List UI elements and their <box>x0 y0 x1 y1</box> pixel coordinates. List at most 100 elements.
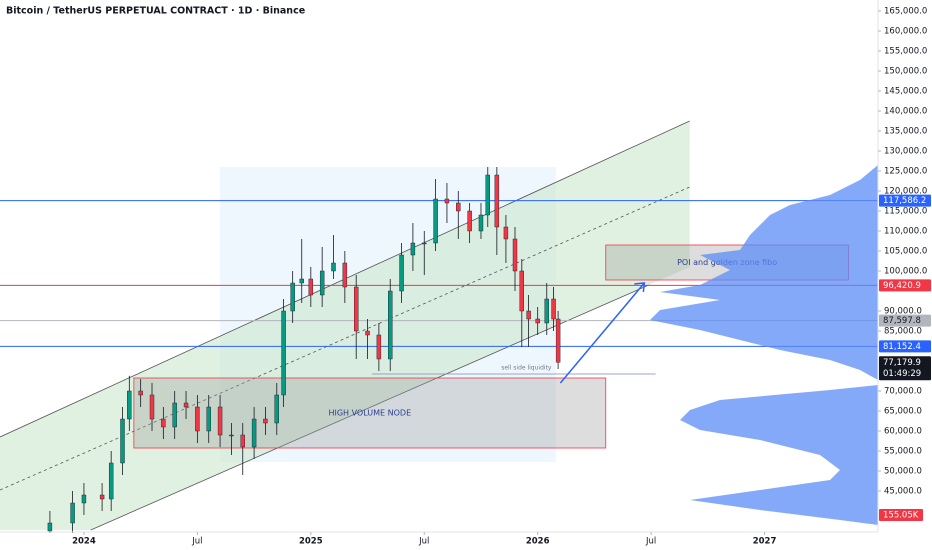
x-tick-label: Jul <box>645 537 656 547</box>
y-tick-label: 145,000.0 <box>884 87 927 97</box>
candle-body <box>444 198 450 204</box>
y-tick-label: 100,000.0 <box>884 267 927 277</box>
arrow <box>559 282 645 384</box>
candle-body <box>99 494 105 500</box>
price-badge-label: 87,597.8 <box>883 316 921 326</box>
candle-body <box>251 418 257 448</box>
candle-body <box>512 238 518 272</box>
zone-label: HIGH VOLUME NODE <box>328 409 411 418</box>
last-price-label: 77,179.9 <box>883 358 921 368</box>
y-tick-label: 165,000.0 <box>884 7 927 17</box>
y-tick-label: 125,000.0 <box>884 167 927 177</box>
y-tick-label: 140,000.0 <box>884 107 927 117</box>
candle-body <box>172 402 177 428</box>
candle-body <box>299 278 304 284</box>
candle-body <box>70 502 75 524</box>
last-price-badge <box>879 356 931 381</box>
candle-body <box>319 270 325 296</box>
candle-body <box>127 390 132 420</box>
candle-body <box>544 298 549 324</box>
candle-body <box>399 254 404 292</box>
candle-body <box>149 394 155 420</box>
y-tick-label: 70,000.0 <box>884 387 922 397</box>
candle-body <box>353 286 359 332</box>
candle-body <box>138 390 143 396</box>
x-tick-label: 2027 <box>753 537 777 547</box>
y-tick-label: 130,000.0 <box>884 147 927 157</box>
channel-fill <box>0 121 690 530</box>
candle-body <box>388 290 393 360</box>
candle-body <box>331 262 336 272</box>
candle-body <box>108 462 114 500</box>
price-badge <box>879 340 931 353</box>
countdown: 01:49:29 <box>883 369 921 379</box>
y-tick-label: 50,000.0 <box>884 467 922 477</box>
y-tick-label: 55,000.0 <box>884 447 922 457</box>
x-tick-label: Jul <box>418 537 429 547</box>
price-badge-label: 81,152.4 <box>883 342 921 352</box>
candle-body <box>535 318 540 324</box>
candle-body <box>263 418 268 424</box>
candle-body <box>433 198 438 244</box>
candle-body <box>229 434 234 437</box>
y-tick-label: 115,000.0 <box>884 207 927 217</box>
volume-profile <box>650 165 878 525</box>
x-tick-label: 2026 <box>526 537 550 547</box>
candle-body <box>478 214 484 232</box>
y-tick-label: 150,000.0 <box>884 67 927 77</box>
candle-body <box>555 318 561 363</box>
price-badge-label: 96,420.9 <box>883 281 921 291</box>
y-tick-label: 45,000.0 <box>884 487 922 497</box>
x-tick-label: Jul <box>191 537 202 547</box>
candle-body <box>290 282 295 312</box>
candle-body <box>47 522 53 532</box>
price-badge-label: 117,586.2 <box>883 196 926 206</box>
arrow-head <box>634 282 646 293</box>
time-axis <box>0 533 932 550</box>
liquidity-label: sell side liquidity <box>501 365 552 372</box>
candle-body <box>410 242 416 256</box>
candle-body <box>342 262 348 288</box>
y-tick-label: 105,000.0 <box>884 247 927 257</box>
price-badge <box>879 314 931 327</box>
candle-body <box>217 406 223 436</box>
candle-body <box>183 402 189 408</box>
candle-body <box>494 174 500 228</box>
y-tick-label: 60,000.0 <box>884 427 922 437</box>
y-tick-label: 110,000.0 <box>884 227 927 237</box>
y-tick-label: 90,000.0 <box>884 307 922 317</box>
candle-body <box>206 406 211 432</box>
y-tick-label: 160,000.0 <box>884 27 927 37</box>
candle-body <box>467 210 472 232</box>
y-tick-label: 120,000.0 <box>884 187 927 197</box>
candle-body <box>281 310 286 396</box>
chart-title: Bitcoin / TetherUS PERPETUAL CONTRACT · … <box>6 6 305 17</box>
candle-body <box>526 310 531 320</box>
candle-body <box>485 174 490 216</box>
channel-lower <box>90 284 650 531</box>
candle-body <box>365 330 370 336</box>
x-tick-label: 2024 <box>72 537 96 547</box>
y-tick-label: 85,000.0 <box>884 327 922 337</box>
price-axis <box>879 0 932 532</box>
zone <box>133 377 607 449</box>
volume-badge-label: 155.05K <box>883 511 919 521</box>
y-tick-label: 65,000.0 <box>884 407 922 417</box>
candle-body <box>376 334 382 360</box>
candle-body <box>120 418 125 464</box>
candle-body <box>81 494 87 504</box>
y-tick-label: 155,000.0 <box>884 47 927 57</box>
candle-body <box>308 278 314 296</box>
candle-body <box>161 418 166 428</box>
candle-body <box>551 298 556 320</box>
candle-body <box>519 270 525 312</box>
y-tick-label: 135,000.0 <box>884 127 927 137</box>
candle-body <box>240 434 245 448</box>
price-badge <box>879 279 931 292</box>
candle-body <box>195 406 200 432</box>
x-tick-label: 2025 <box>299 537 323 547</box>
volume-badge <box>879 509 923 521</box>
candle-body <box>274 394 279 424</box>
candle-body <box>456 202 461 212</box>
